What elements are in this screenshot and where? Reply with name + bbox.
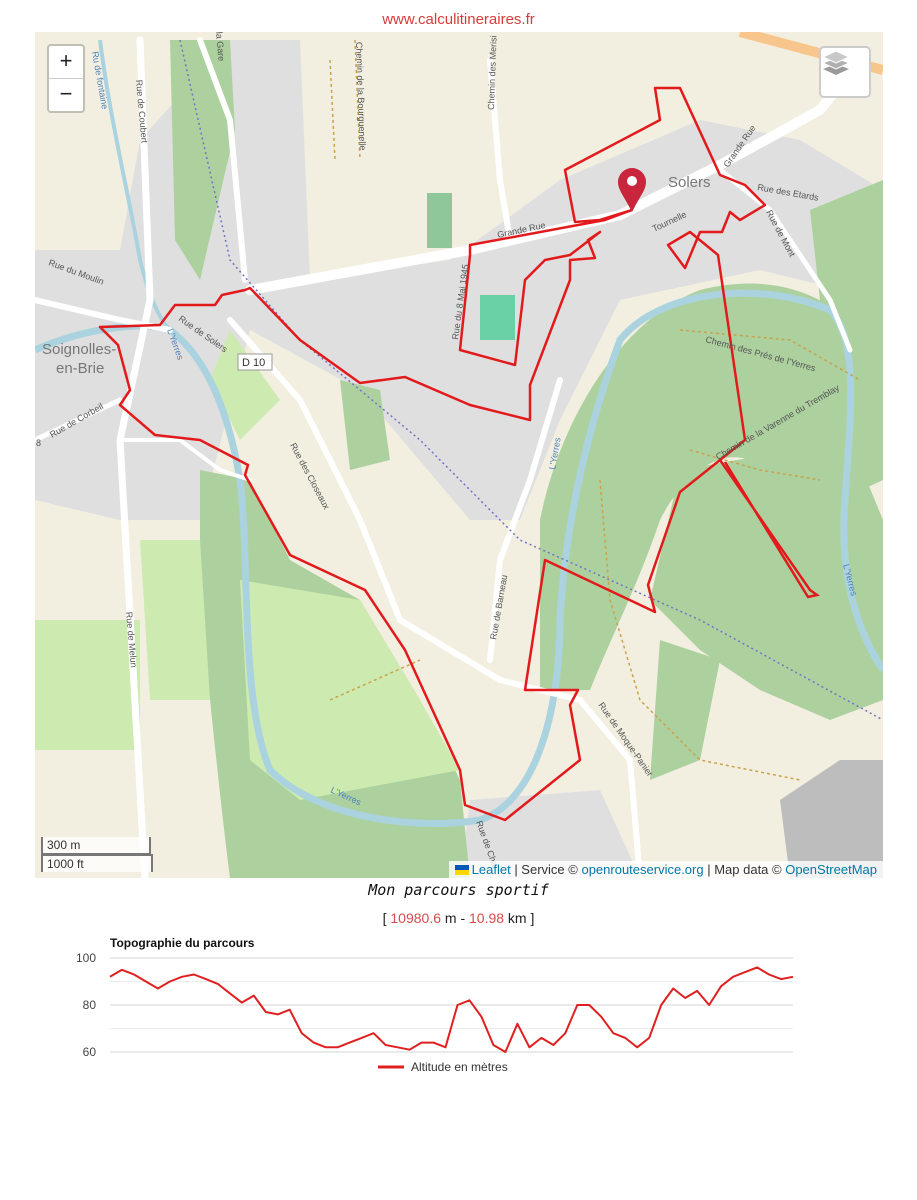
street-label: Chemin de la Bourguenelle: [354, 42, 368, 151]
leaflet-link[interactable]: Leaflet: [471, 862, 511, 877]
scale-imperial: 1000 ft: [41, 854, 153, 872]
map[interactable]: Solers Soignolles- en-Brie Ru de fontain…: [35, 32, 883, 878]
railway: [179, 39, 883, 721]
street-label: Rue de Barneau: [488, 574, 509, 640]
unit-m: m -: [441, 910, 469, 926]
street-label: Rue de Coubert: [134, 79, 150, 144]
layers-button[interactable]: [819, 46, 871, 98]
attribution-text: | Service ©: [510, 862, 582, 877]
street-label: Chemin des Merisi: [486, 35, 499, 110]
location-marker-icon[interactable]: [618, 168, 646, 212]
y-tick-label: 100: [76, 951, 96, 965]
route-spur[interactable]: [718, 459, 821, 599]
place-solers: Solers: [668, 174, 711, 191]
scale-bar: 300 m 1000 ft: [41, 837, 153, 872]
altitude-series-line: [109, 966, 794, 1053]
elevation-chart: Topographie du parcours 60 80 100 Altitude…: [76, 936, 794, 1074]
distance-meters: 10980.6: [390, 910, 441, 926]
zoom-out-button[interactable]: −: [49, 78, 83, 111]
quarry-area: [780, 760, 883, 878]
place-soignolles: Soignolles-: [42, 341, 116, 358]
route-path[interactable]: [98, 86, 767, 822]
zoom-control: + −: [47, 44, 85, 113]
scale-metric: 300 m: [41, 837, 151, 855]
street-label: Rue de Moque-Panier: [596, 700, 655, 778]
openrouteservice-link[interactable]: openrouteservice.org: [581, 862, 704, 877]
y-tick-label: 60: [83, 1045, 97, 1059]
place-soignolles-2: en-Brie: [56, 360, 104, 377]
distance-km: 10.98: [469, 910, 505, 926]
ukraine-flag-icon: [454, 865, 469, 875]
map-attribution: Leaflet | Service © openrouteservice.org…: [448, 861, 883, 878]
road-number: D 10: [242, 357, 265, 369]
unit-km: km ]: [504, 910, 535, 926]
y-tick-label: 80: [83, 998, 97, 1012]
site-url[interactable]: www.calculitineraires.fr: [382, 11, 535, 28]
openstreetmap-link[interactable]: OpenStreetMap: [785, 862, 877, 877]
residential-areas: [35, 40, 883, 878]
river-yerres: [35, 39, 883, 827]
layers-icon: [821, 50, 851, 75]
route-distance: [ 10980.6 m - 10.98 km ]: [0, 910, 917, 926]
footpaths: [329, 39, 861, 781]
road-shield: [237, 353, 273, 371]
street-label: Rue de Melun: [124, 611, 139, 668]
street-label: 8: [36, 438, 41, 448]
attribution-text: | Map data ©: [703, 862, 786, 877]
chart-title: Topographie du parcours: [110, 936, 255, 950]
meadow-areas: [35, 193, 515, 800]
bracket: [: [382, 910, 391, 926]
route-title: Mon parcours sportif: [368, 881, 549, 899]
map-canvas: Solers Soignolles- en-Brie Ru de fontain…: [35, 32, 883, 878]
street-label: la Gare: [214, 32, 227, 62]
roads: [35, 36, 865, 878]
zoom-in-button[interactable]: +: [59, 48, 73, 73]
legend-label[interactable]: Altitude en mètres: [411, 1060, 508, 1074]
